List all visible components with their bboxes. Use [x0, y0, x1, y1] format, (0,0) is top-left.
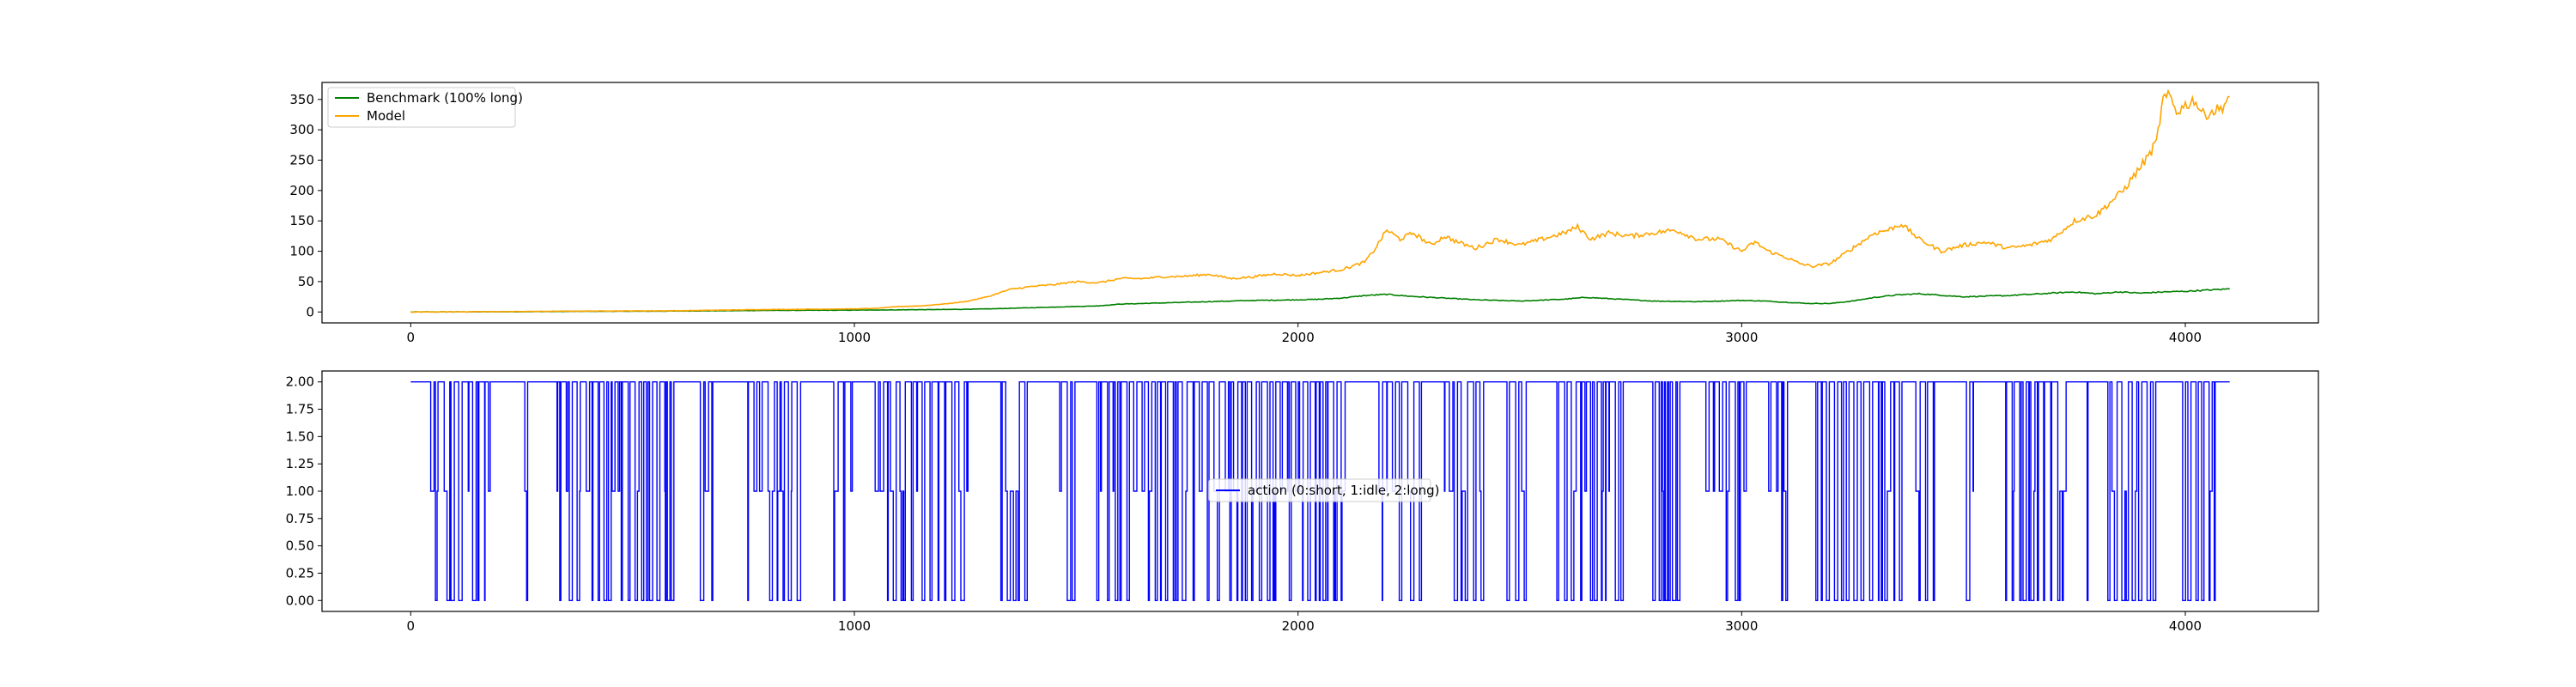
y-tick-label: 250 — [289, 153, 314, 168]
y-tick-label: 1.00 — [286, 483, 314, 499]
x-tick-label: 1000 — [838, 330, 871, 345]
y-tick-label: 300 — [289, 122, 314, 137]
y-tick-label: 0.50 — [286, 538, 314, 554]
y-tick-label: 1.25 — [286, 456, 314, 471]
x-tick-label: 3000 — [1725, 330, 1758, 345]
bottom-legend: action (0:short, 1:idle, 2:long) — [1208, 478, 1440, 502]
x-tick-label: 3000 — [1725, 618, 1758, 634]
x-tick-label: 4000 — [2169, 618, 2202, 634]
y-tick-label: 0.25 — [286, 565, 314, 581]
top-axes-frame — [321, 82, 2319, 324]
bottom-x-ticks: 0 1000 2000 3000 4000 — [407, 611, 2202, 634]
y-tick-label: 2.00 — [286, 374, 314, 390]
y-tick-label: 1.75 — [286, 402, 314, 417]
y-tick-label: 0 — [306, 304, 314, 319]
model-line — [410, 88, 2230, 313]
y-tick-label: 50 — [298, 274, 314, 289]
top-legend: Benchmark (100% long) Model — [327, 87, 523, 128]
x-tick-label: 4000 — [2169, 330, 2202, 345]
top-x-ticks: 0 1000 2000 3000 4000 — [407, 323, 2202, 345]
y-tick-label: 200 — [289, 183, 314, 198]
x-tick-label: 2000 — [1282, 330, 1315, 345]
y-tick-label: 150 — [289, 213, 314, 228]
legend-label-model: Model — [367, 108, 405, 124]
y-tick-label: 0.00 — [286, 593, 314, 608]
y-tick-label: 350 — [289, 92, 314, 107]
top-legend-box — [327, 87, 516, 128]
bottom-legend-box — [1208, 478, 1431, 502]
x-tick-label: 1000 — [838, 618, 871, 634]
x-tick-label: 0 — [407, 330, 416, 345]
legend-label-action: action (0:short, 1:idle, 2:long) — [1248, 483, 1440, 498]
y-tick-label: 0.75 — [286, 511, 314, 526]
top-y-ticks: 0 50 100 150 200 250 300 350 — [289, 92, 322, 319]
x-tick-label: 2000 — [1282, 618, 1315, 634]
bottom-y-ticks: 0.00 0.25 0.50 0.75 1.00 1.25 1.50 1.75 2.00 — [286, 374, 322, 608]
x-tick-label: 0 — [407, 618, 416, 634]
legend-label-benchmark: Benchmark (100% long) — [367, 90, 523, 106]
bottom-axes: 0 1000 2000 3000 4000 0.00 0.25 0.50 0.75 1.00 1.… — [286, 370, 2319, 634]
y-tick-label: 100 — [289, 244, 314, 259]
top-plot-lines — [410, 88, 2230, 313]
top-axes: 0 1000 2000 3000 4000 050100150200250300350 … — [289, 82, 2319, 345]
y-tick-label: 1.50 — [286, 429, 314, 444]
